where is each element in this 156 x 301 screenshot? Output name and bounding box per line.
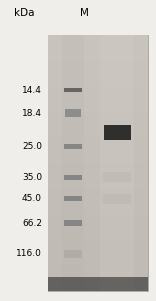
- Bar: [48, 214, 148, 221]
- Bar: [48, 227, 148, 233]
- Bar: [48, 277, 148, 291]
- Bar: [48, 150, 148, 157]
- Bar: [48, 93, 148, 99]
- Bar: [48, 35, 148, 42]
- Bar: [48, 112, 148, 118]
- Bar: [48, 272, 148, 278]
- Bar: [64, 144, 82, 149]
- Text: 66.2: 66.2: [22, 219, 42, 228]
- Bar: [48, 169, 148, 176]
- Text: 116.0: 116.0: [16, 250, 42, 258]
- Bar: [48, 144, 148, 150]
- Bar: [65, 109, 81, 117]
- Bar: [48, 35, 148, 291]
- Text: 18.4: 18.4: [22, 109, 42, 118]
- Bar: [48, 163, 148, 169]
- Bar: [48, 278, 148, 285]
- Bar: [48, 73, 148, 80]
- Bar: [103, 172, 131, 182]
- Bar: [48, 157, 148, 163]
- Bar: [48, 246, 148, 253]
- Bar: [48, 265, 148, 272]
- Text: M: M: [80, 8, 88, 18]
- Bar: [48, 259, 148, 265]
- Bar: [48, 195, 148, 201]
- Bar: [48, 125, 148, 131]
- Bar: [62, 35, 84, 291]
- Bar: [64, 196, 82, 201]
- Bar: [48, 208, 148, 214]
- Bar: [48, 118, 148, 125]
- Bar: [48, 54, 148, 61]
- Bar: [48, 285, 148, 291]
- Bar: [48, 233, 148, 240]
- Bar: [64, 220, 82, 226]
- Bar: [103, 194, 131, 204]
- Bar: [48, 253, 148, 259]
- Bar: [48, 221, 148, 227]
- Bar: [48, 137, 148, 144]
- Bar: [64, 88, 82, 92]
- Bar: [48, 201, 148, 208]
- Text: 25.0: 25.0: [22, 142, 42, 151]
- Bar: [48, 131, 148, 137]
- Bar: [48, 176, 148, 182]
- Bar: [48, 240, 148, 246]
- Bar: [48, 189, 148, 195]
- Bar: [48, 61, 148, 67]
- Text: kDa: kDa: [14, 8, 34, 18]
- Text: 35.0: 35.0: [22, 172, 42, 182]
- Bar: [48, 105, 148, 112]
- Bar: [48, 80, 148, 86]
- Bar: [48, 48, 148, 54]
- Bar: [64, 175, 82, 180]
- Bar: [48, 86, 148, 93]
- Bar: [100, 35, 134, 291]
- Bar: [64, 250, 82, 258]
- Bar: [48, 182, 148, 189]
- Bar: [48, 42, 148, 48]
- Text: 14.4: 14.4: [22, 85, 42, 95]
- Bar: [48, 67, 148, 73]
- Bar: [103, 125, 131, 140]
- Bar: [48, 99, 148, 105]
- Text: 45.0: 45.0: [22, 194, 42, 203]
